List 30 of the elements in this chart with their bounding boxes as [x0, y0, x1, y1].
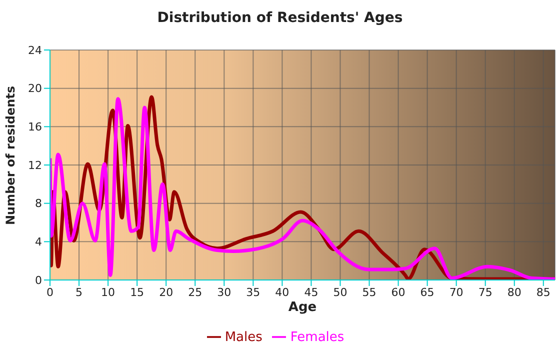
- x-tick-label: 25: [188, 286, 202, 299]
- x-tick-label: 20: [159, 286, 174, 299]
- x-tick-label: 75: [478, 286, 492, 299]
- y-tick-label: 4: [35, 236, 42, 249]
- x-tick-label: 50: [333, 286, 348, 299]
- legend-label: Males: [224, 330, 262, 345]
- x-tick-label: 65: [420, 286, 434, 299]
- x-tick-label: 45: [304, 286, 318, 299]
- y-tick-label: 20: [28, 82, 42, 96]
- y-axis-title: Number of residents: [3, 86, 18, 225]
- y-tick-label: 16: [28, 120, 42, 134]
- chart-title: Distribution of Residents' Ages: [156, 10, 404, 26]
- x-tick-label: 15: [130, 286, 144, 299]
- y-tick-label: 12: [28, 158, 42, 172]
- x-tick-label: 5: [76, 286, 83, 299]
- x-tick-label: 10: [101, 286, 116, 299]
- x-tick-label: 80: [507, 286, 522, 299]
- x-tick-label: 35: [246, 286, 260, 299]
- legend-label: Females: [290, 330, 344, 345]
- x-tick-label: 60: [391, 286, 406, 299]
- x-tick-label: 70: [449, 286, 464, 299]
- x-tick-label: 85: [536, 286, 550, 299]
- y-tick-label: 24: [28, 44, 42, 57]
- x-axis-title: Age: [288, 300, 317, 316]
- x-tick-label: 0: [46, 286, 54, 299]
- x-tick-label: 30: [217, 286, 232, 299]
- y-tick-label: 8: [35, 197, 42, 210]
- x-tick-label: 55: [362, 286, 376, 299]
- x-tick-label: 40: [275, 286, 290, 299]
- y-tick-label: 0: [35, 274, 42, 287]
